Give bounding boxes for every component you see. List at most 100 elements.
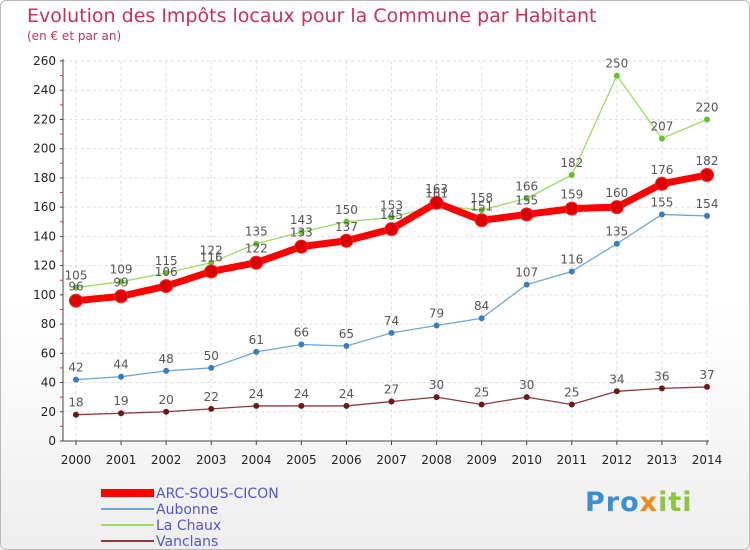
x-tick-label: 2014	[692, 453, 723, 467]
data-point	[474, 213, 489, 228]
data-point	[523, 281, 530, 288]
chart-subtitle: (en € et par an)	[27, 29, 122, 43]
data-point	[658, 135, 665, 142]
data-point	[298, 341, 305, 348]
x-tick-label: 2002	[151, 453, 182, 467]
series-la-chaux	[73, 72, 710, 291]
y-tick-label: 100	[33, 288, 56, 302]
data-point	[208, 364, 215, 371]
data-label: 116	[200, 250, 223, 264]
data-point	[69, 293, 83, 308]
y-tick-label: 220	[33, 112, 56, 126]
data-point	[658, 211, 665, 218]
series-aubonne	[73, 211, 710, 383]
data-label: 84	[474, 299, 489, 313]
data-point	[73, 411, 79, 418]
x-tick-label: 2008	[421, 453, 452, 467]
x-tick-label: 2011	[557, 453, 588, 467]
y-tick-label: 40	[41, 376, 56, 390]
data-label: 116	[560, 252, 583, 266]
data-label: 79	[429, 307, 444, 321]
legend-label: Aubonne	[156, 502, 218, 518]
data-point	[114, 289, 129, 304]
x-tick-label: 2003	[196, 453, 227, 467]
data-label: 133	[290, 226, 313, 240]
data-label: 159	[560, 188, 583, 202]
legend-item: ARC-SOUS-CICON	[101, 486, 279, 502]
y-minor-ticks	[60, 60, 63, 442]
y-tick-label: 20	[41, 405, 56, 419]
data-point	[249, 255, 264, 270]
series-arc-sous-cicon	[69, 168, 714, 308]
data-label: 105	[65, 269, 88, 283]
data-point	[253, 348, 260, 355]
data-label: 27	[384, 383, 399, 397]
data-point	[208, 405, 215, 412]
data-label: 74	[384, 314, 399, 328]
data-label: 122	[245, 242, 268, 256]
proxiti-logo: Proxiti	[585, 487, 693, 518]
y-tick-label: 140	[33, 229, 56, 243]
y-tick-label: 160	[33, 200, 56, 214]
data-point	[163, 367, 170, 374]
y-tick-label: 260	[33, 54, 56, 68]
data-label: 66	[294, 326, 309, 340]
data-label: 36	[654, 369, 669, 383]
x-tick-label: 2007	[376, 453, 407, 467]
data-point	[73, 376, 79, 383]
data-label: 109	[110, 263, 133, 277]
data-point	[253, 240, 260, 247]
x-tick-label: 2000	[61, 453, 92, 467]
data-point	[298, 229, 305, 235]
data-point	[73, 284, 79, 291]
data-point	[388, 329, 395, 336]
data-label: 182	[696, 154, 719, 168]
plot-area	[63, 61, 709, 441]
data-point	[163, 269, 170, 276]
data-point	[118, 278, 125, 285]
data-point	[613, 240, 620, 247]
data-point	[568, 172, 575, 178]
data-point	[118, 410, 125, 417]
data-point	[568, 401, 575, 408]
data-point	[478, 315, 485, 322]
x-tick-label: 2013	[647, 453, 678, 467]
data-point	[204, 264, 219, 279]
data-label: 160	[605, 186, 628, 200]
y-tick-label: 80	[41, 317, 56, 331]
legend-label: La Chaux	[156, 518, 221, 534]
data-label: 135	[605, 225, 628, 239]
data-point	[704, 116, 710, 123]
data-label: 155	[515, 193, 538, 207]
data-label: 30	[429, 378, 444, 392]
data-point	[613, 388, 620, 395]
data-label: 145	[380, 208, 403, 222]
legend-item: La Chaux	[101, 518, 221, 534]
data-point	[339, 233, 354, 248]
chart-title: Evolution des Impôts locaux pour la Comm…	[27, 5, 597, 27]
data-label: 50	[204, 349, 219, 363]
y-tick-label: 120	[33, 259, 56, 273]
data-label: 106	[155, 265, 178, 279]
data-point	[433, 322, 440, 329]
data-label: 151	[470, 199, 493, 213]
data-point	[523, 394, 530, 401]
y-tick-label: 200	[33, 142, 56, 156]
data-label: 42	[68, 361, 83, 375]
x-tick-label: 2001	[106, 453, 137, 467]
legend-item: Aubonne	[101, 502, 218, 518]
data-point	[704, 383, 710, 390]
data-point	[523, 195, 530, 202]
x-tick-label: 2012	[602, 453, 633, 467]
data-point	[343, 343, 350, 349]
data-label: 24	[294, 387, 309, 401]
data-point	[519, 207, 534, 222]
data-label: 24	[249, 387, 264, 401]
y-tick-label: 60	[41, 346, 56, 360]
data-point	[478, 207, 485, 214]
data-point	[298, 402, 305, 409]
data-label: 155	[650, 195, 673, 209]
series-vanclans	[73, 383, 710, 418]
